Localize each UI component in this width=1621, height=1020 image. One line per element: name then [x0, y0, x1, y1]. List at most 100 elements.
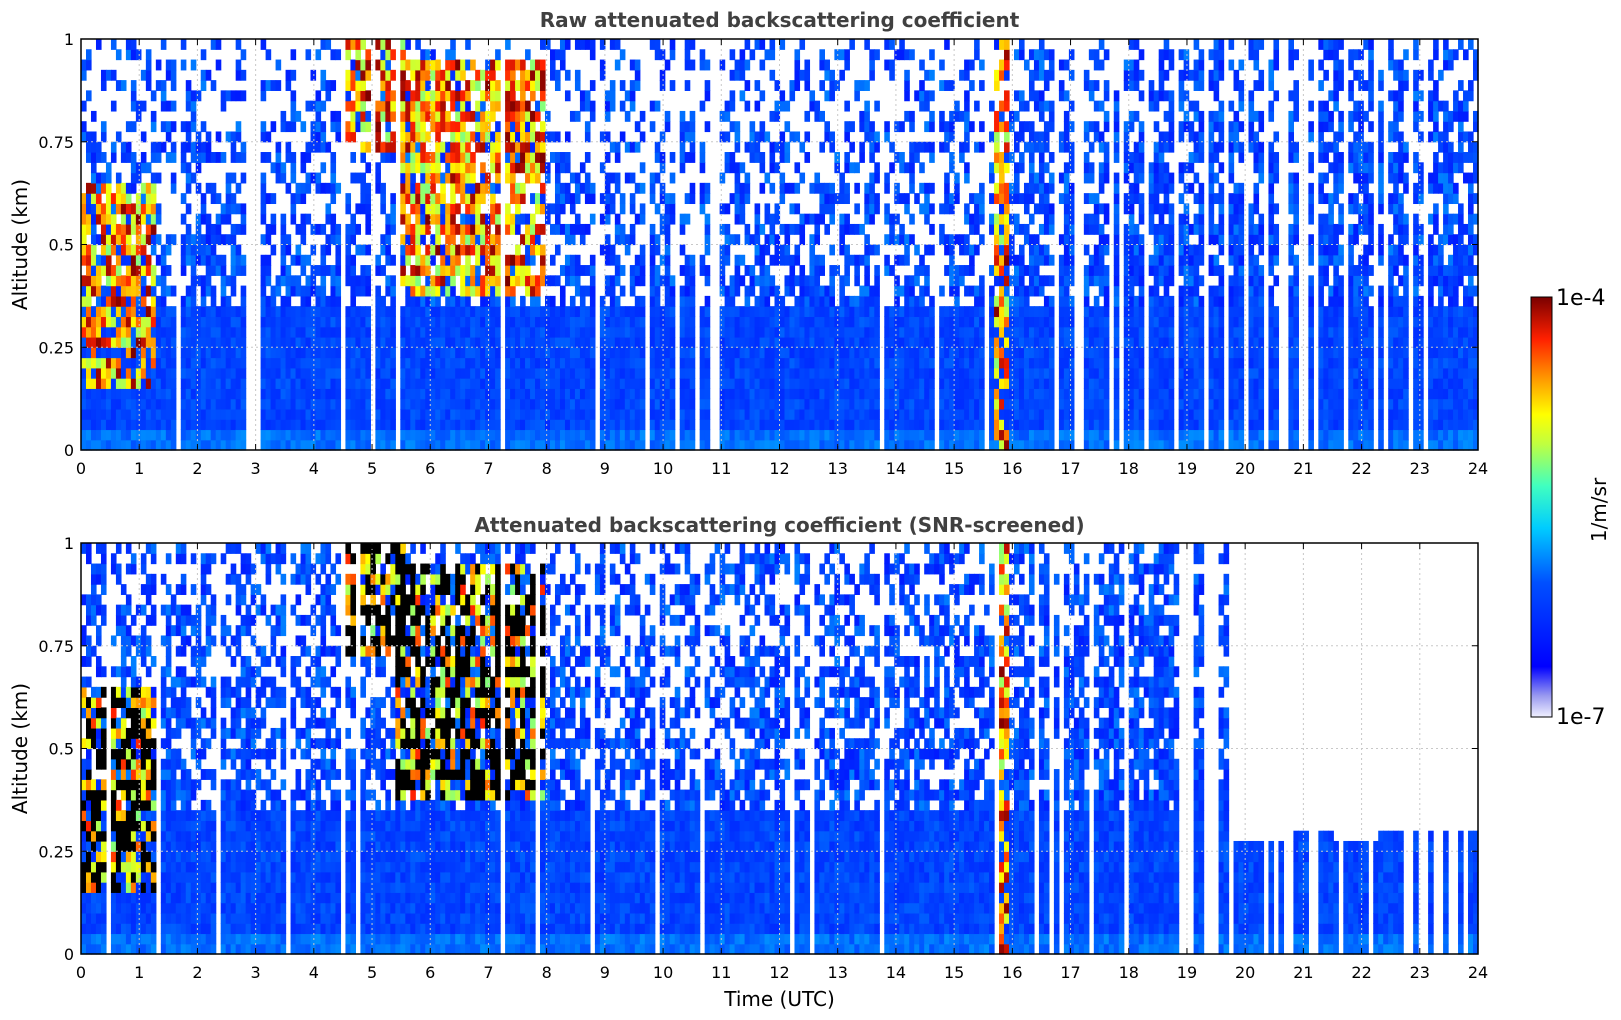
heatmap-cell — [1033, 429, 1040, 441]
heatmap-cell — [200, 439, 207, 451]
heatmap-cell — [405, 193, 411, 205]
heatmap-cell — [140, 306, 147, 318]
heatmap-cell — [350, 265, 357, 276]
heatmap-cell — [889, 162, 895, 174]
heatmap-cell — [425, 213, 431, 225]
heatmap-cell — [520, 131, 526, 143]
heatmap-cell — [979, 80, 985, 91]
heatmap-cell — [689, 336, 696, 348]
heatmap-cell — [874, 347, 880, 359]
heatmap-cell — [1023, 408, 1030, 420]
heatmap-cell — [145, 223, 152, 235]
heatmap-cell — [549, 439, 556, 451]
heatmap-cell — [894, 254, 900, 266]
heatmap-cell — [849, 295, 855, 307]
heatmap-cell — [160, 100, 167, 112]
heatmap-cell — [365, 244, 371, 256]
heatmap-cell — [390, 141, 396, 153]
heatmap-cell — [569, 408, 576, 420]
heatmap-cell — [609, 254, 616, 266]
heatmap-cell — [530, 80, 536, 91]
heatmap-cell — [854, 347, 860, 359]
heatmap-cell — [624, 172, 631, 184]
heatmap-cell — [569, 223, 576, 235]
heatmap-cell — [485, 223, 491, 235]
heatmap-cell — [515, 388, 521, 400]
heatmap-cell — [1004, 347, 1010, 359]
heatmap-cell — [81, 419, 87, 431]
heatmap-cell — [330, 49, 337, 61]
heatmap-cell — [490, 100, 496, 112]
heatmap-cell — [919, 347, 925, 359]
heatmap-cell — [734, 316, 741, 328]
heatmap-cell — [430, 69, 436, 81]
heatmap-cell — [325, 213, 332, 225]
heatmap-cell — [425, 347, 431, 359]
heatmap-cell — [435, 398, 441, 410]
heatmap-cell — [330, 336, 337, 348]
heatmap-cell — [445, 419, 451, 431]
heatmap-cell — [1043, 357, 1050, 369]
heatmap-cell — [410, 285, 416, 297]
heatmap-cell — [125, 193, 132, 205]
heatmap-cell — [964, 378, 970, 389]
heatmap-cell — [699, 439, 706, 451]
heatmap-cell — [589, 49, 596, 61]
heatmap-cell — [1028, 285, 1035, 297]
heatmap-cell — [510, 110, 516, 122]
heatmap-cell — [415, 193, 421, 205]
heatmap-cell — [574, 388, 581, 400]
heatmap-cell — [689, 326, 696, 338]
heatmap-cell — [155, 388, 162, 400]
heatmap-cell — [614, 213, 621, 225]
heatmap-cell — [684, 408, 691, 420]
heatmap-cell — [260, 182, 267, 194]
heatmap-cell — [235, 336, 242, 348]
heatmap-cell — [495, 152, 501, 163]
heatmap-cell — [759, 316, 766, 328]
heatmap-cell — [360, 388, 366, 400]
heatmap-cell — [415, 110, 421, 122]
heatmap-cell — [135, 367, 142, 379]
heatmap-cell — [1028, 398, 1035, 410]
heatmap-cell — [230, 223, 237, 235]
heatmap-cell — [520, 275, 526, 287]
heatmap-cell — [909, 316, 915, 328]
heatmap-cell — [260, 367, 267, 379]
heatmap-cell — [789, 367, 796, 379]
heatmap-cell — [549, 429, 556, 441]
heatmap-cell — [1028, 49, 1035, 61]
heatmap-cell — [440, 182, 446, 194]
heatmap-cell — [480, 285, 486, 297]
heatmap-cell — [110, 193, 117, 205]
heatmap-cell — [425, 316, 431, 328]
heatmap-cell — [839, 316, 845, 328]
heatmap-cell — [1004, 100, 1010, 112]
heatmap-cell — [839, 388, 845, 400]
heatmap-cell — [744, 39, 751, 50]
heatmap-cell — [684, 378, 691, 389]
heatmap-cell — [235, 254, 242, 266]
heatmap-cell — [574, 367, 581, 379]
heatmap-cell — [749, 234, 756, 246]
heatmap-cell — [819, 378, 825, 389]
heatmap-cell — [789, 182, 796, 194]
heatmap-cell — [115, 347, 122, 359]
heatmap-cell — [105, 326, 112, 338]
heatmap-cell — [180, 347, 187, 359]
heatmap-cell — [535, 172, 541, 184]
heatmap-cell — [1023, 347, 1030, 359]
heatmap-cell — [559, 316, 566, 328]
heatmap-cell — [400, 336, 406, 348]
heatmap-cell — [1028, 378, 1035, 389]
heatmap-cell — [654, 378, 661, 389]
heatmap-cell — [759, 162, 766, 174]
heatmap-cell — [130, 182, 137, 194]
heatmap-cell — [140, 295, 147, 307]
heatmap-cell — [774, 162, 781, 174]
heatmap-cell — [310, 439, 317, 451]
heatmap-cell — [265, 347, 272, 359]
heatmap-cell — [205, 69, 212, 81]
heatmap-cell — [689, 316, 696, 328]
heatmap-cell — [465, 357, 471, 369]
